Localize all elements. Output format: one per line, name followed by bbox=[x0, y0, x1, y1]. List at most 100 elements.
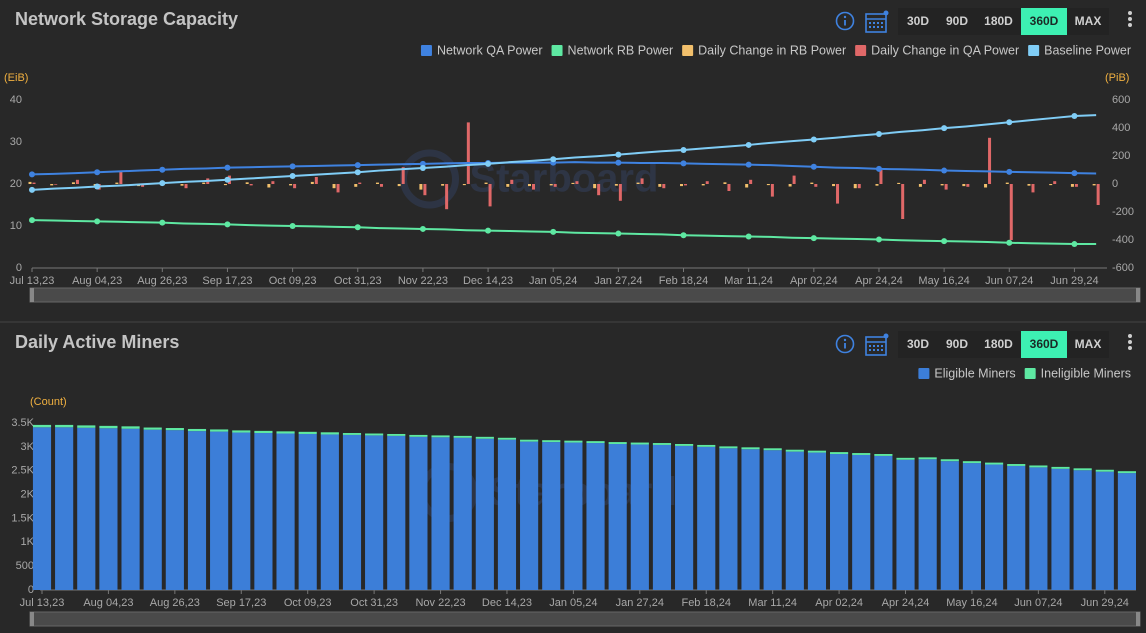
range-button[interactable]: 360D bbox=[1021, 8, 1067, 35]
stacked-bar bbox=[1095, 471, 1114, 590]
slider-handle[interactable] bbox=[30, 612, 34, 626]
series-point bbox=[1071, 170, 1078, 177]
series-point bbox=[354, 162, 361, 169]
legend-item[interactable]: Network RB Power bbox=[551, 43, 674, 57]
range-button-label: 360D bbox=[1030, 14, 1059, 28]
calendar-icon bbox=[881, 22, 883, 24]
x-tick-label: Feb 18,24 bbox=[681, 597, 731, 609]
change-bar bbox=[1005, 182, 1009, 184]
series-point bbox=[354, 169, 361, 176]
y-tick-label: 30 bbox=[10, 136, 22, 148]
series-point bbox=[1006, 168, 1013, 175]
change-bar bbox=[28, 181, 32, 184]
legend-item[interactable]: Network QA Power bbox=[420, 43, 543, 57]
change-bar bbox=[358, 182, 362, 184]
menu-button[interactable] bbox=[1128, 11, 1132, 27]
change-bar bbox=[1074, 184, 1078, 187]
range-button[interactable]: MAX bbox=[1067, 8, 1109, 35]
change-bar bbox=[289, 184, 293, 186]
change-bar bbox=[1031, 184, 1035, 193]
calendar-icon bbox=[869, 345, 871, 347]
x-tick-label: Nov 22,23 bbox=[398, 275, 448, 287]
stacked-bar bbox=[210, 431, 229, 590]
legend-item[interactable]: Baseline Power bbox=[1028, 43, 1131, 57]
range-slider[interactable] bbox=[29, 611, 1141, 627]
slider-handle[interactable] bbox=[1136, 288, 1140, 302]
x-tick-label: Jun 29,24 bbox=[1081, 597, 1129, 609]
stacked-bar bbox=[121, 428, 140, 590]
series-line bbox=[31, 219, 1097, 246]
stacked-bar bbox=[232, 432, 251, 590]
x-tick-label: Oct 31,23 bbox=[350, 597, 398, 609]
stacked-bar bbox=[807, 452, 827, 590]
change-bar bbox=[658, 184, 662, 187]
stacked-bar bbox=[830, 454, 849, 590]
change-bar bbox=[749, 179, 753, 184]
change-bar bbox=[75, 179, 79, 184]
stacked-bar bbox=[586, 443, 605, 590]
x-tick-label: Nov 22,23 bbox=[415, 597, 465, 609]
change-bar bbox=[944, 184, 948, 190]
slider-handle[interactable] bbox=[30, 288, 34, 302]
stacked-bar bbox=[409, 436, 428, 590]
series-point bbox=[485, 160, 492, 167]
calendar-icon bbox=[877, 345, 879, 347]
change-bar bbox=[1096, 184, 1100, 205]
stacked-bar bbox=[785, 449, 804, 452]
stacked-bar bbox=[298, 431, 317, 434]
legend-item[interactable]: Ineligible Miners bbox=[1024, 366, 1131, 380]
series-point bbox=[745, 161, 752, 168]
menu-button[interactable] bbox=[1128, 334, 1132, 350]
x-tick-label: Oct 31,23 bbox=[334, 275, 382, 287]
series-point bbox=[810, 235, 817, 242]
legend-item[interactable]: Daily Change in QA Power bbox=[855, 43, 1019, 57]
legend-swatch bbox=[918, 368, 930, 379]
stacked-bar bbox=[1073, 468, 1092, 471]
stacked-bar bbox=[985, 462, 1004, 465]
calendar-icon bbox=[869, 22, 871, 24]
stacked-bar bbox=[365, 433, 384, 436]
range-button[interactable]: 360D bbox=[1021, 331, 1067, 358]
stacked-bar bbox=[453, 437, 472, 590]
x-tick-label: Dec 14,23 bbox=[482, 597, 532, 609]
stacked-bar bbox=[896, 457, 915, 460]
stacked-bar bbox=[475, 436, 494, 439]
range-button[interactable]: 30D bbox=[898, 8, 938, 35]
calendar-button[interactable] bbox=[865, 333, 889, 356]
series-point bbox=[1071, 112, 1078, 119]
stacked-bar bbox=[1095, 469, 1114, 472]
info-button[interactable] bbox=[835, 334, 855, 354]
slider-handle[interactable] bbox=[1136, 612, 1140, 626]
info-button[interactable] bbox=[835, 11, 855, 31]
legend-label: Eligible Miners bbox=[934, 366, 1015, 380]
range-button[interactable]: 180D bbox=[976, 8, 1021, 35]
range-button[interactable]: MAX bbox=[1067, 331, 1109, 358]
stacked-bar bbox=[165, 428, 184, 431]
stacked-bar bbox=[807, 450, 827, 453]
legend-item[interactable]: Daily Change in RB Power bbox=[682, 43, 846, 57]
change-bar bbox=[488, 184, 492, 207]
x-tick-label: Apr 24,24 bbox=[882, 597, 930, 609]
legend-item[interactable]: Eligible Miners bbox=[918, 366, 1016, 380]
calendar-icon bbox=[881, 345, 883, 347]
change-bar bbox=[701, 184, 705, 186]
change-bar bbox=[853, 184, 857, 189]
info-icon bbox=[835, 334, 855, 354]
change-bar bbox=[832, 184, 836, 187]
legend-label: Daily Change in RB Power bbox=[698, 43, 846, 57]
stacked-bar bbox=[1117, 471, 1137, 474]
range-button[interactable]: 30D bbox=[898, 331, 938, 358]
series-point bbox=[875, 236, 882, 243]
range-slider[interactable] bbox=[29, 287, 1141, 303]
legend-label: Network RB Power bbox=[568, 43, 674, 57]
change-bar bbox=[202, 182, 206, 184]
range-button[interactable]: 90D bbox=[938, 8, 976, 35]
range-button[interactable]: 90D bbox=[938, 331, 976, 358]
y-tick-label: 3K bbox=[21, 441, 35, 453]
series-point bbox=[159, 180, 166, 187]
calendar-button[interactable] bbox=[865, 10, 889, 33]
change-bar bbox=[879, 170, 883, 184]
change-bar bbox=[766, 184, 770, 186]
range-button[interactable]: 180D bbox=[976, 331, 1021, 358]
calendar-icon bbox=[873, 345, 875, 347]
